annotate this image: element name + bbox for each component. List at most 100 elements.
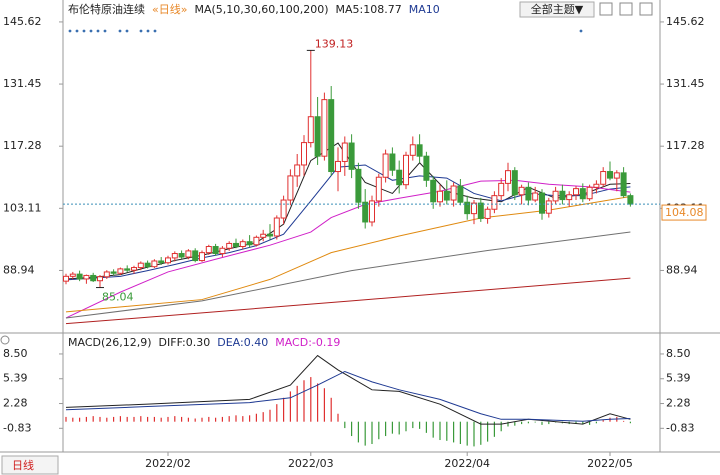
candle-body [511,170,518,196]
y-tick-label: 5.39 [3,372,28,385]
toolbar-icon[interactable] [619,2,633,16]
candle-body [484,208,491,219]
legend-label: MA5:108.77 [336,3,402,16]
candle-body [103,271,110,278]
legend-label: 布伦特原油连续 [68,2,145,16]
candle-body [471,202,477,215]
candle-body [137,262,144,269]
candle-body [518,186,525,196]
candle-body [525,186,532,201]
x-tick-label: 2022/05 [587,457,633,470]
x-tick-label: 2022/03 [288,457,334,470]
candle-body [185,250,192,258]
candle-body [566,194,573,201]
candle-body [267,233,273,237]
candle-body [226,242,233,249]
candle-body [314,116,321,157]
event-markers [68,29,583,33]
candle-body [239,241,246,248]
candle-body [505,170,511,184]
legend-label: MACD:-0.19 [275,336,340,349]
candle-body [600,171,607,185]
candle-body [416,144,423,157]
add-indicator[interactable] [0,335,10,345]
candle-body [205,246,212,254]
candle-body [199,252,205,262]
y-tick-label: -0.83 [3,421,31,434]
candle-body [430,179,437,203]
candle-body [335,160,341,173]
candle-body [443,190,450,201]
y-tick-label: 8.50 [3,347,28,360]
y-tick-label: 117.28 [666,139,705,152]
y-tick-label: 2.28 [3,397,28,410]
candle-body [593,183,600,188]
candle-body [457,185,464,203]
candle-body [131,267,137,271]
period-tab[interactable] [1,455,59,475]
candle-body [301,142,307,166]
indicator-line [65,231,631,319]
candle-body [464,201,471,215]
candle-body [369,200,375,223]
candle-body [477,202,484,219]
candle-body [403,154,409,186]
candle-body [192,250,199,262]
candle-body [437,190,443,203]
legend-label: DEA:0.40 [217,336,268,349]
candle-body [559,190,566,201]
legend-label: MA(5,10,30,60,100,200) [194,3,328,16]
toolbar-icon[interactable] [599,2,613,16]
y-tick-label: -0.83 [666,421,694,434]
candle-body [97,276,103,282]
candle-body [124,268,131,271]
legend-label: «日线» [152,2,187,16]
candle-body [532,192,539,201]
y-tick-label: 88.94 [666,263,698,276]
candle-body [450,185,457,201]
candle-body [620,172,627,197]
candle-body [409,144,416,156]
y-tick-label: 8.50 [666,347,691,360]
candle-body [63,275,69,282]
candle-body [280,199,287,219]
candle-body [294,164,301,177]
last-price-box [661,204,707,221]
theme-button-label: 全部主题▼ [531,2,584,16]
candle-body [355,168,362,203]
y-tick-label: 88.94 [3,263,35,276]
candle-body [579,188,586,200]
y-tick-label: 131.45 [3,77,42,90]
candle-body [287,175,294,201]
y-tick-label: 103.11 [3,201,42,214]
candle-body [545,200,552,214]
y-tick-label: 2.28 [666,397,691,410]
candle-body [552,190,559,202]
candle-body [307,116,314,144]
legend-label: MA10 [409,3,440,16]
candle-body [607,171,613,179]
candle-body [273,217,280,237]
toolbar-icon[interactable] [639,2,653,16]
candle-body [144,262,151,268]
candle-body [178,253,185,258]
candle-body [246,241,253,246]
candle-body [362,201,369,223]
candle-body [151,260,158,268]
candle-body [423,155,430,181]
candle-body [212,246,219,255]
indicator-line [65,354,631,425]
candle-body [389,153,396,171]
candle-body [110,271,117,274]
candle-body [328,99,335,173]
candle-body [253,236,260,246]
low-label: 85.04 [102,291,134,304]
candle-body [90,274,97,282]
candle-body [321,99,328,157]
indicator-line [65,277,631,325]
candle-body [69,273,76,277]
theme-button[interactable] [519,1,595,18]
last-price-label: 104.08 [665,206,704,219]
candle-body [375,176,382,202]
